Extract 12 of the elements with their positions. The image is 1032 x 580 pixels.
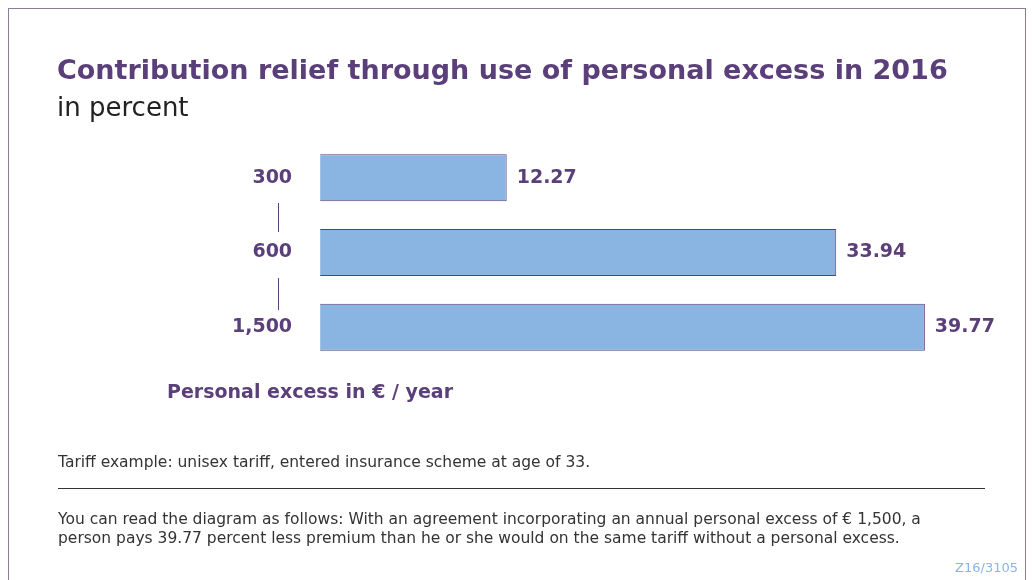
text: You can read the diagram as follows: With an agreement incorporating an annual personal excess of € 1,500, a person pays 39.77 percent less premium than he or she would on the same tariff without a personal excess.: [58, 510, 922, 548]
chart-title: Contribution relief through use of personal excess in 2016: [57, 54, 948, 85]
text: Z16/3105: [955, 560, 1018, 575]
chart-subtitle: in percent: [57, 92, 189, 122]
y-tick-label: 300: [252, 164, 293, 187]
text: Tariff example: unisex tariff, entered insurance scheme at age of 33.: [58, 453, 591, 471]
y-tick-label: 1,500: [231, 314, 293, 337]
data-label: 39.77: [934, 314, 995, 337]
data-label: 12.27: [516, 164, 577, 187]
y-tick-label: 600: [252, 239, 293, 262]
y-axis-title: Personal excess in € / year: [167, 380, 454, 402]
data-label: 33.94: [846, 239, 907, 262]
